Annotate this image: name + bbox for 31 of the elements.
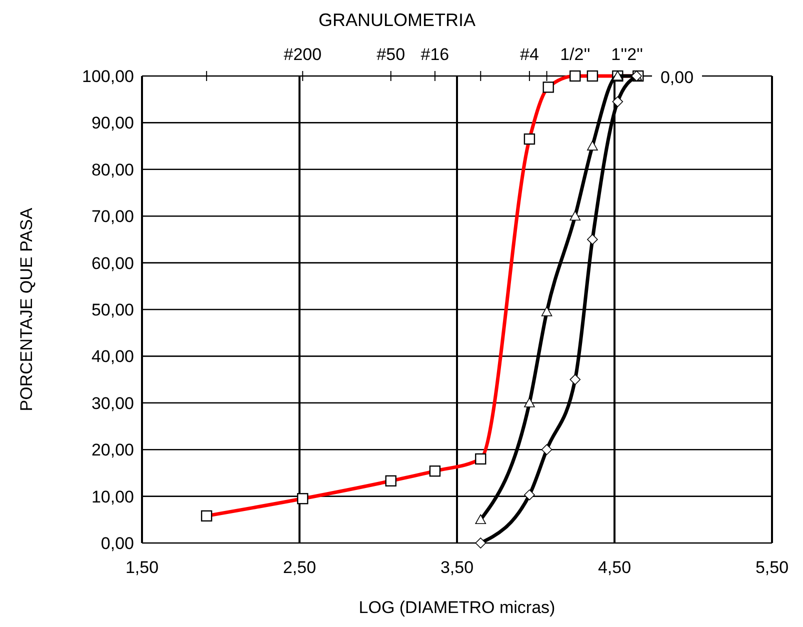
y-tick-label: 10,00 (91, 487, 134, 506)
chart-title: GRANULOMETRIA (318, 10, 476, 30)
y-tick-label: 100,00 (82, 67, 134, 86)
x-tick-label: 4,50 (598, 558, 632, 577)
x-tick-label: 3,50 (440, 558, 474, 577)
x-tick-label: 5,50 (755, 558, 789, 577)
y-tick-label: 40,00 (91, 347, 134, 366)
point (524, 398, 535, 408)
annotation: 1/2'' (560, 45, 590, 64)
x-tick-label: 2,50 (282, 558, 316, 577)
point (587, 140, 598, 150)
annotation: 1''2'' (611, 45, 644, 64)
y-tick-label: 20,00 (91, 440, 134, 460)
y-tick-label: 80,00 (91, 160, 134, 180)
x-axis-title: LOG (DIAMETRO micras) (358, 598, 556, 617)
y-tick-label: 60,00 (91, 254, 134, 273)
annotation: #4 (520, 45, 539, 64)
annotation: #16 (420, 45, 450, 64)
y-tick-label: 50,00 (91, 300, 134, 320)
point (541, 306, 552, 316)
y-tick-label: 70,00 (91, 207, 134, 226)
y-tick-label: 90,00 (91, 114, 134, 133)
annotation: 0,00 (660, 68, 694, 87)
annotation: #200 (284, 45, 322, 64)
y-tick-label: 0,00 (100, 534, 134, 553)
y-tick-label: 30,00 (91, 394, 134, 413)
y-axis-title: PORCENTAJE QUE PASA (17, 207, 36, 412)
point (570, 210, 581, 220)
x-tick-label: 1,50 (125, 558, 159, 577)
point (475, 514, 486, 524)
annotation: #50 (376, 45, 406, 64)
